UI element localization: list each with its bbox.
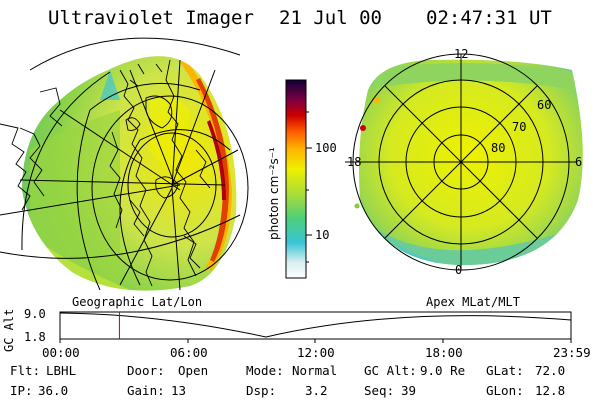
time-label-1200: 12:00 [297, 345, 335, 360]
mlat-label-70: 70 [512, 120, 527, 134]
mode-value: Normal [292, 363, 338, 378]
altitude-tick-high: 9.0 [24, 307, 46, 321]
time-label-1800: 18:00 [425, 345, 463, 360]
door-label: Door: [127, 363, 165, 378]
mlt-label-0: 0 [455, 263, 463, 277]
aurora-spot [374, 97, 380, 103]
color-scale [285, 79, 312, 279]
color-scale-unit: photon cm⁻²s⁻¹ [267, 147, 281, 240]
altitude-curve [59, 312, 572, 338]
time-label-0000: 00:00 [42, 345, 80, 360]
altitude-tick-low: 1.8 [24, 330, 46, 344]
seq-value: 39 [401, 383, 417, 398]
app-title: Ultraviolet Imager [48, 7, 254, 29]
dsp-label: Dsp: [246, 383, 277, 398]
aurora-spot [360, 125, 366, 131]
geographic-panel [0, 37, 249, 291]
altitude-axis-label: GC Alt [2, 308, 16, 352]
mlat-label-80: 80 [491, 141, 506, 155]
image-date: 21 Jul 00 [279, 7, 382, 29]
gc-alt-label: GC Alt: [364, 363, 417, 378]
ip-value: 36.0 [38, 383, 69, 398]
altitude-plot [59, 311, 572, 343]
time-label-0600: 06:00 [170, 345, 208, 360]
dsp-value: 3.2 [305, 383, 328, 398]
gc-alt-value: 9.0 Re [420, 363, 466, 378]
aurora-spot [354, 203, 360, 209]
mode-label: Mode: [246, 363, 284, 378]
glat-label: GLat: [486, 363, 524, 378]
glon-label: GLon: [486, 383, 524, 398]
color-scale-label-10: 10 [315, 228, 330, 242]
color-scale-bar [285, 79, 307, 279]
geographic-aurora-image [22, 56, 237, 291]
seq-label: Seq: [364, 383, 395, 398]
glat-value: 72.0 [535, 363, 566, 378]
geographic-panel-caption: Geographic Lat/Lon [72, 295, 203, 309]
time-label-2359: 23:59 [553, 345, 591, 360]
glon-value: 12.8 [535, 383, 566, 398]
mlt-label-6: 6 [575, 155, 583, 169]
gain-value: 13 [171, 383, 187, 398]
apex-grid [345, 53, 577, 271]
ip-label: IP: [10, 383, 33, 398]
mlat-label-60: 60 [537, 98, 552, 112]
door-value: Open [178, 363, 209, 378]
gain-label: Gain: [127, 383, 165, 398]
geographic-grid [0, 37, 249, 291]
apex-panel [345, 53, 583, 271]
color-scale-label-100: 100 [315, 141, 337, 155]
filter-label: Flt: [10, 363, 41, 378]
coastline-outline [0, 59, 211, 287]
mlt-label-12: 12 [454, 47, 469, 61]
apex-aurora-image [359, 59, 583, 266]
image-time: 02:47:31 UT [426, 7, 552, 29]
mlt-label-18: 18 [347, 155, 362, 169]
apex-panel-caption: Apex MLat/MLT [426, 295, 520, 309]
filter-value: LBHL [46, 363, 77, 378]
